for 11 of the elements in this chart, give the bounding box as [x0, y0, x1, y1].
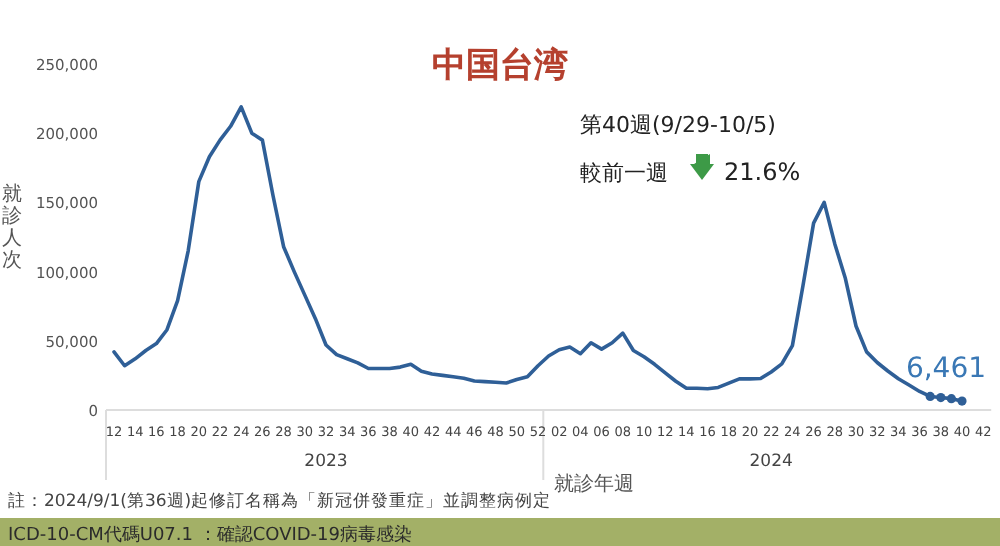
text: ICD-10-CM代碼U07.1 ：確認COVID-19病毒感染	[8, 524, 413, 546]
x-axis-title: 就診年週	[553, 472, 634, 496]
text: 2024	[749, 452, 793, 472]
text: 第40週(9/29-10/5)	[580, 112, 776, 138]
text: 註：2024/9/1(第36週)起修訂名稱為「新冠併發重症」並調整病例定	[8, 490, 552, 512]
chart-title: 中国台湾	[432, 46, 568, 86]
annotation: 較前一週	[580, 160, 668, 186]
data-label: 6,461	[905, 353, 987, 386]
annotation: 21.6%	[724, 158, 801, 186]
y-axis-title: 就診人次	[2, 182, 22, 272]
text: 2023	[304, 452, 348, 472]
